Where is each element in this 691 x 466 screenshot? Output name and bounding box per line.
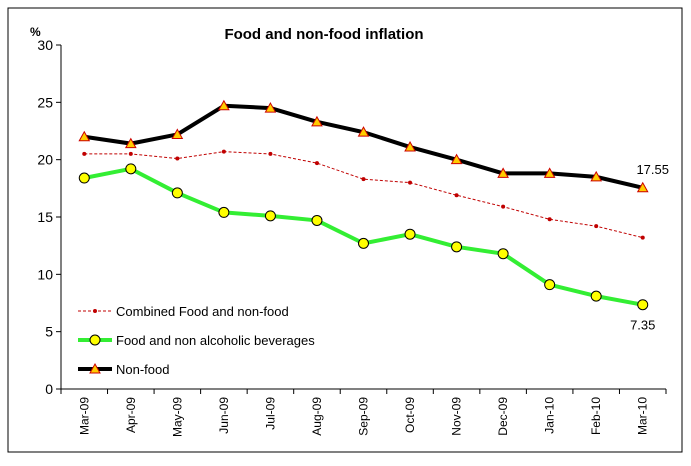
legend-marker [93,309,97,313]
x-tick-label: Apr-09 [124,397,138,433]
y-tick-label: 10 [37,266,53,282]
point [544,279,556,291]
point [450,153,463,165]
point [358,237,369,249]
y-tick-label: 20 [37,152,53,168]
point [408,180,413,185]
point [221,149,226,154]
x-tick-label: Mar-09 [77,397,91,435]
point [175,156,180,161]
y-tick-label: 15 [37,209,53,225]
point [501,204,506,209]
point [264,102,277,113]
point [547,217,552,222]
x-tick-label: Nov-09 [450,397,464,436]
point [590,290,602,302]
point [314,161,319,166]
y-axis-label: % [30,25,41,39]
point [311,214,323,226]
y-tick-label: 30 [37,37,53,53]
legend-label: Non-food [116,362,169,377]
point [497,248,509,260]
chart-title: Food and non-food inflation [224,26,423,43]
point [636,181,649,193]
point [78,172,90,184]
point [404,228,416,240]
x-tick-label: May-09 [170,397,184,437]
point [594,224,599,229]
point [268,151,273,156]
x-tick-label: Sep-09 [357,397,371,436]
point [640,235,645,240]
x-tick-label: Oct-09 [403,397,417,433]
point [125,163,137,175]
chart-border [7,7,683,453]
point [361,177,366,182]
x-tick-label: Dec-09 [496,397,510,436]
legend-label: Food and non alcoholic beverages [116,333,315,348]
x-tick-label: Jul-09 [263,397,277,430]
point [497,167,509,178]
y-tick-label: 5 [45,324,53,340]
point [404,141,416,152]
legend-label: Combined Food and non-food [116,304,289,319]
point [451,241,463,253]
y-tick-label: 25 [37,94,53,110]
x-tick-label: Jan-10 [543,397,557,434]
point [218,99,230,111]
point [218,206,230,218]
point [543,167,556,178]
data-label: 17.55 [636,162,669,177]
point [128,151,133,156]
data-label: 7.35 [630,318,655,333]
x-tick-label: Aug-09 [310,397,324,436]
point [264,210,276,222]
legend-marker [89,334,101,346]
point [454,193,459,198]
legend-marker [89,362,101,374]
point [171,128,184,139]
point [637,299,649,311]
point [357,126,370,137]
x-tick-label: Mar-10 [636,397,650,435]
point [590,170,603,182]
x-tick-label: Feb-10 [589,397,603,435]
point [78,130,91,142]
point [124,137,137,149]
y-tick-label: 0 [45,381,53,397]
point [171,187,183,199]
point [82,151,87,156]
x-tick-label: Jun-09 [217,397,231,434]
point [311,115,323,127]
